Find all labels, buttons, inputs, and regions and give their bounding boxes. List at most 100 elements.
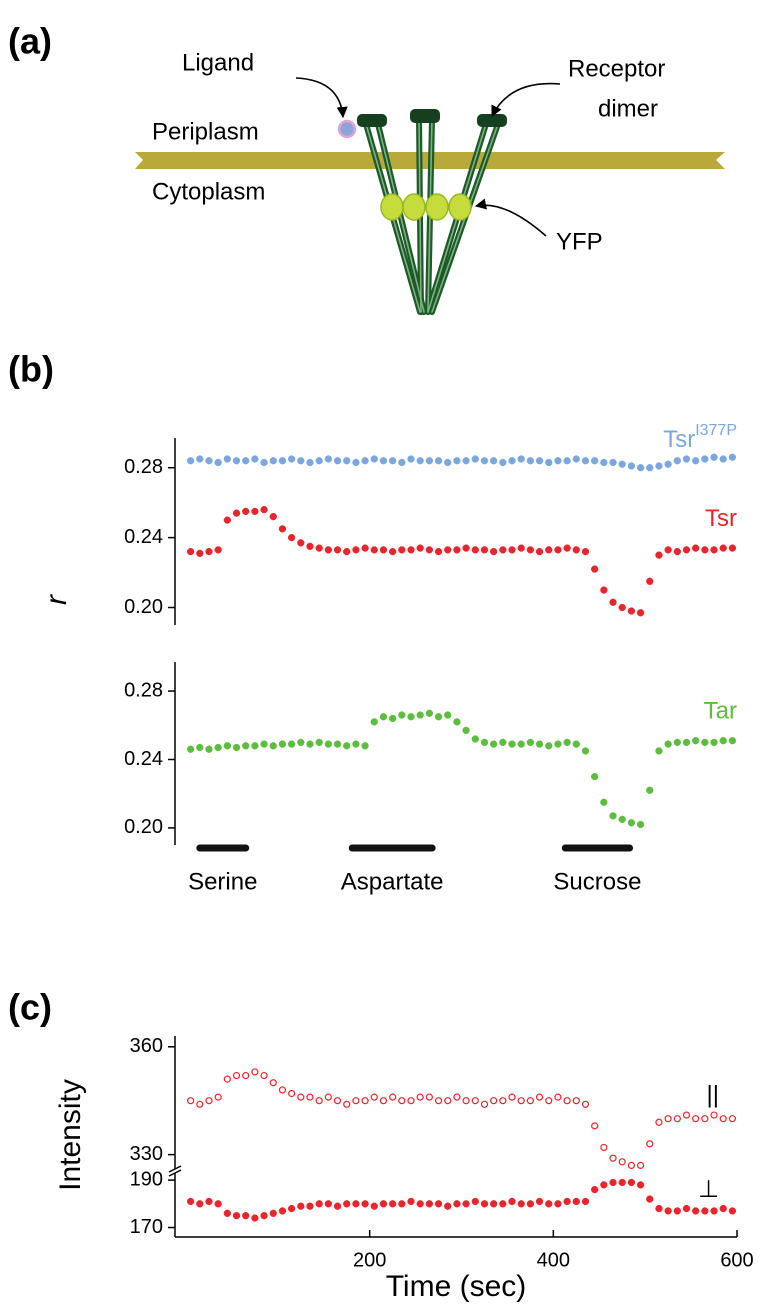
data-point: [554, 740, 562, 748]
data-point: [388, 457, 397, 465]
data-point: [710, 546, 718, 554]
data-point: [306, 458, 314, 467]
data-point: [333, 740, 342, 748]
stimulus-label: Aspartate: [341, 868, 444, 895]
data-point: [223, 742, 231, 750]
data-point: [545, 1200, 553, 1208]
data-point: [186, 1197, 195, 1206]
data-point: [416, 1200, 424, 1208]
panel-a: (a) Liga: [8, 21, 725, 315]
y-tick-label: 0.28: [124, 456, 163, 478]
data-point: [719, 544, 727, 552]
data-point: [196, 549, 204, 557]
data-point: [701, 546, 709, 554]
data-point: [416, 544, 424, 552]
data-point: [609, 1178, 617, 1187]
data-point: [407, 455, 415, 463]
data-point: [370, 1202, 378, 1210]
data-point: [618, 815, 626, 823]
data-point: [517, 1097, 525, 1105]
data-point: [333, 457, 342, 465]
data-point: [352, 546, 360, 554]
series-name: Tsr: [663, 427, 695, 454]
data-point: [517, 740, 525, 748]
data-point: [214, 743, 222, 752]
series-name: Tar: [704, 698, 737, 725]
data-point: [251, 1068, 259, 1076]
data-point: [508, 546, 516, 554]
arrows: [295, 77, 561, 237]
data-point: [462, 544, 470, 552]
data-point: [462, 1200, 470, 1208]
data-point: [223, 1209, 231, 1217]
data-point: [563, 457, 571, 465]
y-tick-label: 0.20: [124, 816, 163, 838]
data-point: [242, 457, 250, 465]
data-point: [425, 1093, 433, 1101]
data-point: [453, 546, 461, 554]
data-point: [324, 455, 333, 463]
data-point: [425, 546, 434, 554]
receptor-heads: [357, 109, 507, 127]
data-point: [306, 1093, 314, 1101]
data-point: [719, 737, 727, 745]
data-point: [581, 747, 590, 755]
data-point: [545, 458, 553, 467]
y-tick-label: 0.20: [124, 596, 163, 618]
data-point: [508, 1197, 516, 1206]
data-point: [664, 1115, 672, 1123]
data-point: [535, 547, 544, 556]
data-point: [306, 542, 314, 551]
data-point: [646, 786, 654, 794]
data-point: [581, 547, 590, 556]
data-point: [499, 546, 507, 554]
data-point: [480, 546, 489, 554]
data-point: [572, 455, 580, 463]
data-point: [692, 544, 700, 552]
y-tick-label: 360: [130, 1035, 163, 1057]
data-point: [636, 1181, 645, 1189]
data-point: [187, 1097, 195, 1105]
data-point: [196, 743, 204, 752]
data-point: [480, 738, 489, 747]
data-point: [692, 1115, 700, 1123]
data-point: [673, 738, 681, 747]
data-point: [453, 718, 461, 726]
data-point: [499, 738, 507, 747]
yfp: [380, 193, 472, 221]
data-point: [186, 547, 195, 556]
data-point: [618, 460, 626, 468]
data-point: [407, 1197, 415, 1206]
data-point: [260, 1071, 268, 1080]
axis-break: [168, 1169, 182, 1177]
data-point: [315, 544, 323, 552]
data-point: [278, 1207, 287, 1215]
data-point: [370, 546, 378, 554]
data-point: [655, 551, 663, 559]
data-point: [563, 544, 571, 552]
data-point: [655, 747, 663, 755]
data-point: [324, 546, 333, 554]
data-point: [627, 462, 636, 470]
data-point: [232, 457, 241, 465]
data-point: [627, 819, 636, 827]
data-point: [655, 1118, 663, 1126]
data-point: [673, 1115, 681, 1123]
data-point: [499, 458, 507, 467]
data-point: [682, 1204, 691, 1213]
series-label: Tsr: [705, 505, 737, 532]
data-point: [526, 1200, 535, 1208]
data-point: [232, 1212, 241, 1220]
data-point: [297, 1093, 305, 1101]
data-point: [407, 1097, 415, 1105]
data-point: [398, 1097, 406, 1105]
data-point: [673, 457, 681, 465]
data-point: [223, 516, 231, 524]
data-point: [434, 713, 443, 721]
data-point: [260, 506, 268, 514]
data-point: [242, 1071, 250, 1080]
data-point: [251, 455, 259, 463]
data-point: [407, 713, 415, 721]
data-point: [581, 1100, 590, 1108]
data-point: [425, 457, 434, 465]
